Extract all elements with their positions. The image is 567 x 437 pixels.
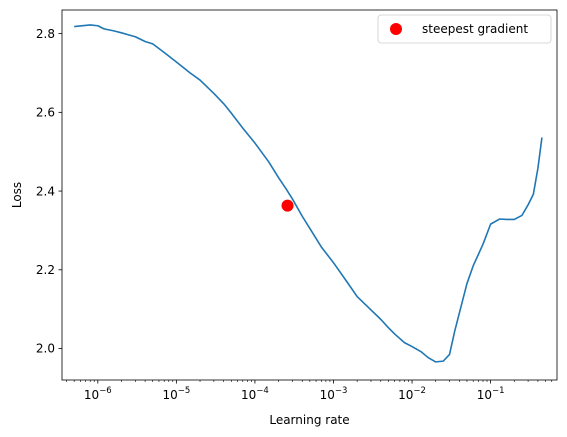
y-tick-label: 2.6	[36, 106, 55, 120]
x-tick-label-base: 10	[84, 388, 99, 402]
x-tick-label-exponent: −3	[335, 386, 348, 396]
legend: steepest gradient	[377, 14, 552, 44]
x-tick-label-exponent: −4	[256, 386, 269, 396]
loss-curve	[74, 24, 543, 363]
y-tick-label: 2.2	[36, 263, 55, 277]
x-tick-label-exponent: −2	[413, 386, 426, 396]
x-tick-label-base: 10	[477, 388, 492, 402]
legend-marker	[390, 23, 402, 35]
x-tick-label: 10−6	[84, 386, 112, 402]
x-tick-label-exponent: −1	[492, 386, 505, 396]
x-axis-ticks: 10−6 10−5 10−4 10−3 10−2 10−1	[66, 380, 553, 402]
x-tick-label-base: 10	[162, 388, 177, 402]
steepest-gradient-point	[281, 199, 294, 212]
x-tick-label: 10−4	[241, 386, 269, 402]
x-axis-label: Learning rate	[269, 413, 349, 427]
x-tick-label-base: 10	[398, 388, 413, 402]
plot-frame	[61, 9, 558, 381]
y-axis-ticks: 2.0 2.2 2.4 2.6 2.8	[36, 27, 62, 356]
y-tick-label: 2.8	[36, 27, 55, 41]
x-tick-label: 10−3	[320, 386, 348, 402]
y-axis-label: Loss	[10, 182, 24, 208]
legend-label: steepest gradient	[422, 22, 528, 36]
x-tick-label-base: 10	[320, 388, 335, 402]
x-tick-label: 10−5	[162, 386, 190, 402]
x-tick-label-exponent: −6	[99, 386, 112, 396]
x-tick-label: 10−1	[477, 386, 505, 402]
x-tick-label-exponent: −5	[178, 386, 191, 396]
y-tick-label: 2.0	[36, 342, 55, 356]
y-tick-label: 2.4	[36, 184, 55, 198]
x-tick-label: 10−2	[398, 386, 426, 402]
x-tick-label-base: 10	[241, 388, 256, 402]
legend-box	[377, 14, 552, 44]
